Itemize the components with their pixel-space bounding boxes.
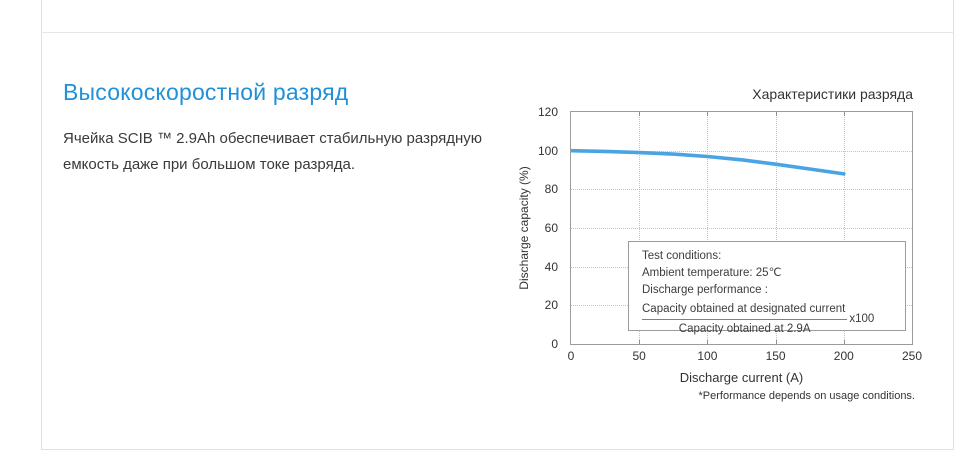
fraction-numerator: Capacity obtained at designated current bbox=[642, 301, 848, 320]
axis-tick bbox=[639, 112, 641, 116]
x-tick-label: 200 bbox=[833, 349, 854, 363]
x-tick-label: 100 bbox=[697, 349, 718, 363]
axis-tick bbox=[639, 340, 641, 344]
x-tick-labels: 0 50 100 150 200 250 bbox=[567, 349, 922, 363]
axis-tick bbox=[775, 112, 777, 116]
chart-line-layer bbox=[571, 148, 846, 176]
chart-footnote: *Performance depends on usage conditions… bbox=[698, 390, 915, 402]
fraction-denominator: Capacity obtained at 2.9A bbox=[678, 323, 811, 335]
y-axis-title: Discharge capacity (%) bbox=[517, 166, 531, 290]
grid-line-horizontal bbox=[571, 228, 912, 229]
section-divider bbox=[41, 0, 954, 33]
axis-tick bbox=[775, 340, 777, 344]
fraction-multiplier: x100 bbox=[849, 313, 875, 325]
y-tick-label: 120 bbox=[537, 105, 558, 119]
test-conditions-box: Test conditions: Ambient temperature: 25… bbox=[628, 241, 906, 335]
x-tick-label: 0 bbox=[567, 349, 575, 363]
test-conditions-line: Test conditions: bbox=[642, 250, 722, 262]
x-tick-label: 150 bbox=[765, 349, 786, 363]
y-tick-label: 100 bbox=[537, 143, 558, 158]
axis-tick bbox=[843, 112, 845, 116]
y-tick-label: 20 bbox=[544, 298, 558, 313]
section-title: Высокоскоростной разряд bbox=[63, 79, 349, 105]
y-tick-label: 0 bbox=[551, 337, 558, 351]
y-tick-label: 40 bbox=[544, 259, 558, 274]
x-axis-title: Discharge current (A) bbox=[679, 370, 804, 385]
discharge-performance-line: Discharge performance : bbox=[642, 284, 768, 296]
fraction: Capacity obtained at designated current … bbox=[642, 301, 848, 338]
section-paragraph: Ячейка SCIB ™ 2.9Ah обеспечивает стабиль… bbox=[63, 130, 483, 173]
grid-line-horizontal bbox=[571, 150, 912, 152]
chart-title: Характеристики разряда bbox=[752, 86, 913, 102]
axis-tick bbox=[843, 340, 845, 344]
fraction-row: Capacity obtained at designated current … bbox=[642, 301, 895, 338]
series-line bbox=[571, 148, 846, 176]
grid-line-horizontal bbox=[571, 189, 912, 191]
ambient-temperature-line: Ambient temperature: 25℃ bbox=[642, 267, 782, 279]
y-tick-label: 60 bbox=[544, 221, 558, 235]
axis-tick bbox=[707, 340, 709, 344]
y-tick-label: 80 bbox=[544, 182, 558, 197]
x-tick-label: 50 bbox=[632, 349, 646, 363]
axis-tick bbox=[707, 112, 709, 116]
x-tick-label: 250 bbox=[901, 349, 923, 363]
y-tick-labels: 0 20 40 60 80 100 120 bbox=[470, 105, 558, 351]
